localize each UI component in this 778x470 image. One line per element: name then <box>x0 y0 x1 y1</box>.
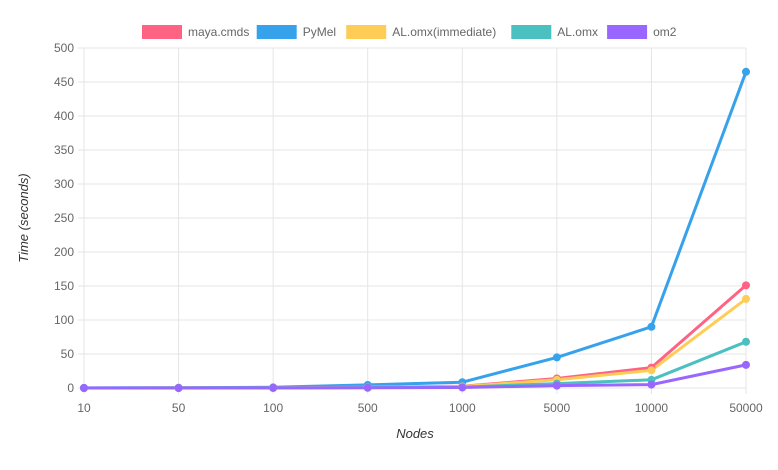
legend-item[interactable]: maya.cmds <box>142 25 249 39</box>
legend-swatch <box>142 25 182 39</box>
y-axis-title: Time (seconds) <box>16 173 31 262</box>
legend-label: om2 <box>653 25 677 39</box>
data-point[interactable] <box>647 322 656 331</box>
y-tick-label: 250 <box>54 211 74 225</box>
legend-label: PyMel <box>303 25 336 39</box>
data-point[interactable] <box>647 380 656 389</box>
legend-label: maya.cmds <box>188 25 249 39</box>
data-point[interactable] <box>552 381 561 390</box>
series-lines <box>82 70 748 390</box>
series-line-maya-cmds <box>82 283 748 390</box>
series-line-al-omx <box>82 340 748 390</box>
x-tick-label: 1000 <box>449 401 476 415</box>
data-point[interactable] <box>742 360 750 369</box>
x-tick-label: 500 <box>358 401 378 415</box>
data-point[interactable] <box>269 383 278 392</box>
x-tick-label: 10000 <box>635 401 669 415</box>
legend-swatch <box>256 25 297 39</box>
data-points <box>80 67 750 392</box>
gridlines <box>78 47 747 394</box>
x-axis-title: Nodes <box>396 426 434 441</box>
y-tick-label: 100 <box>54 313 74 327</box>
data-point[interactable] <box>742 281 750 290</box>
y-tick-label: 0 <box>67 381 74 395</box>
data-point[interactable] <box>174 384 183 392</box>
data-point[interactable] <box>647 366 656 375</box>
data-point[interactable] <box>742 67 750 76</box>
series-line-pymel <box>82 70 748 390</box>
y-tick-label: 450 <box>54 75 74 89</box>
data-point[interactable] <box>742 294 750 303</box>
x-axis-ticks: 10 50 100 500 1000 5000 10000 50000 <box>77 401 763 415</box>
x-tick-label: 50000 <box>729 401 763 415</box>
legend-swatch <box>511 25 552 39</box>
y-tick-label: 500 <box>54 41 74 55</box>
legend-label: AL.omx <box>557 25 598 39</box>
x-tick-label: 100 <box>263 401 283 415</box>
series-line-al-omx-immediate- <box>82 297 748 390</box>
x-tick-label: 5000 <box>544 401 571 415</box>
series-line-om2 <box>82 363 748 390</box>
data-point[interactable] <box>742 337 750 346</box>
legend-item[interactable]: PyMel <box>256 25 336 39</box>
data-point[interactable] <box>458 383 467 392</box>
legend-swatch <box>607 25 648 39</box>
y-axis-ticks: 0 50 100 150 200 250 300 350 400 450 500 <box>54 41 74 395</box>
x-tick-label: 50 <box>172 401 186 415</box>
y-tick-label: 200 <box>54 245 74 259</box>
legend-label: AL.omx(immediate) <box>392 25 496 39</box>
y-tick-label: 300 <box>54 177 74 191</box>
data-point[interactable] <box>552 353 561 362</box>
y-tick-label: 350 <box>54 143 74 157</box>
legend: maya.cmds PyMel AL.omx(immediate) AL.omx om2 <box>142 25 677 39</box>
y-tick-label: 50 <box>61 347 75 361</box>
legend-item[interactable]: om2 <box>607 25 677 39</box>
data-point[interactable] <box>363 383 372 392</box>
legend-item[interactable]: AL.omx(immediate) <box>346 25 496 39</box>
data-point[interactable] <box>80 384 88 392</box>
y-tick-label: 150 <box>54 279 74 293</box>
legend-swatch <box>346 25 387 39</box>
legend-item[interactable]: AL.omx <box>511 25 598 39</box>
x-tick-label: 10 <box>77 401 91 415</box>
y-tick-label: 400 <box>54 109 74 123</box>
